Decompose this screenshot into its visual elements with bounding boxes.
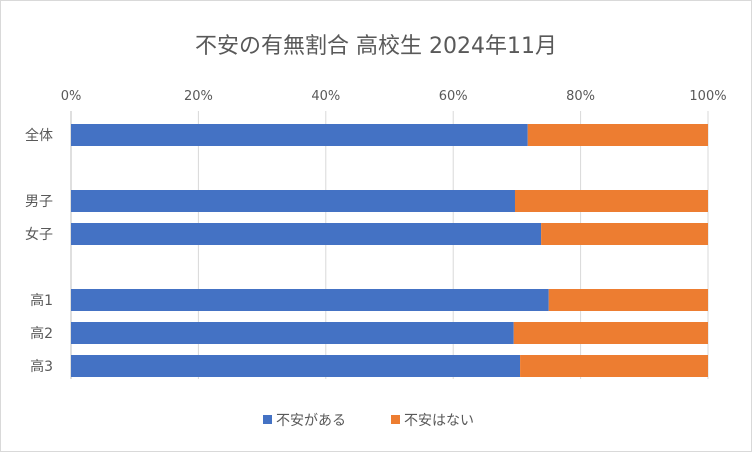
x-tick-label: 20% (184, 89, 213, 104)
bar-高1-不安はない (548, 289, 708, 311)
bar-男子-不安はない (514, 190, 708, 212)
bar-女子-不安はない (541, 223, 708, 245)
bar-全体-不安がある (71, 124, 528, 146)
x-tick-label: 100% (689, 89, 726, 104)
bar-高1-不安がある (71, 289, 549, 311)
legend-swatch (263, 415, 272, 424)
x-tick-label: 80% (566, 89, 595, 104)
x-tick-label: 40% (311, 89, 340, 104)
chart-title: 不安の有無割合 高校生 2024年11月 (195, 34, 557, 59)
category-label: 全体 (25, 127, 53, 144)
legend-label: 不安がある (276, 413, 346, 429)
bar-高2-不安はない (513, 322, 708, 344)
bar-高3-不安はない (520, 355, 708, 377)
x-tick-label: 60% (439, 89, 468, 104)
legend-label: 不安はない (404, 413, 474, 429)
category-label: 女子 (25, 226, 53, 243)
bar-高2-不安がある (71, 322, 514, 344)
legend-swatch (391, 415, 400, 424)
x-tick-label: 0% (61, 89, 82, 104)
category-label: 高1 (30, 292, 53, 309)
bar-女子-不安がある (71, 223, 542, 245)
category-label: 高3 (30, 358, 53, 375)
category-label: 男子 (25, 194, 53, 210)
category-label: 高2 (30, 325, 53, 342)
bar-高3-不安がある (71, 355, 521, 377)
bar-男子-不安がある (71, 190, 515, 212)
bar-全体-不安はない (527, 124, 708, 146)
